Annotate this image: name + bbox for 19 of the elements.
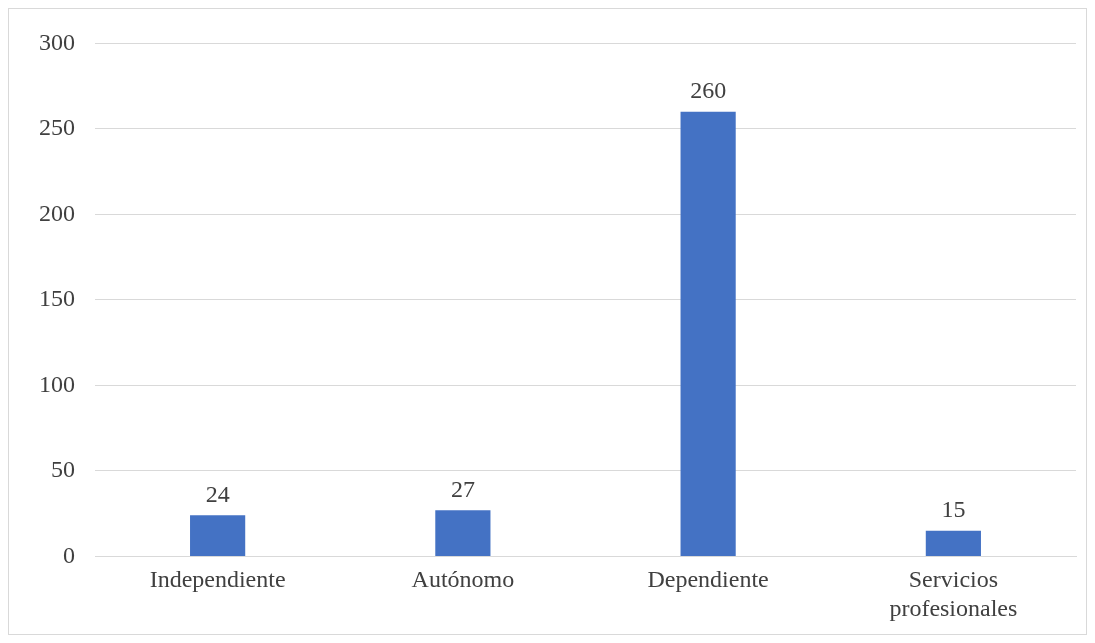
data-label: 260 [690,77,727,104]
y-tick-label: 150 [39,285,75,312]
y-tick-label: 250 [39,114,75,141]
y-tick-label: 0 [63,541,75,568]
bar [435,510,491,556]
y-tick-label: 200 [39,199,75,226]
y-tick-label: 300 [39,28,75,55]
y-tick-label: 50 [51,456,75,483]
bar [680,111,736,556]
x-tick-label: Dependiente [647,566,769,593]
bar [925,530,981,556]
y-tick-label: 100 [39,370,75,397]
data-label: 27 [450,475,475,502]
x-tick-label: Servicios profesionales [889,566,1018,621]
x-tick-label: Autónomo [411,566,515,593]
bar [190,515,246,556]
data-label: 24 [205,480,230,507]
x-tick-label: Independiente [149,566,286,593]
data-label: 15 [941,496,966,523]
